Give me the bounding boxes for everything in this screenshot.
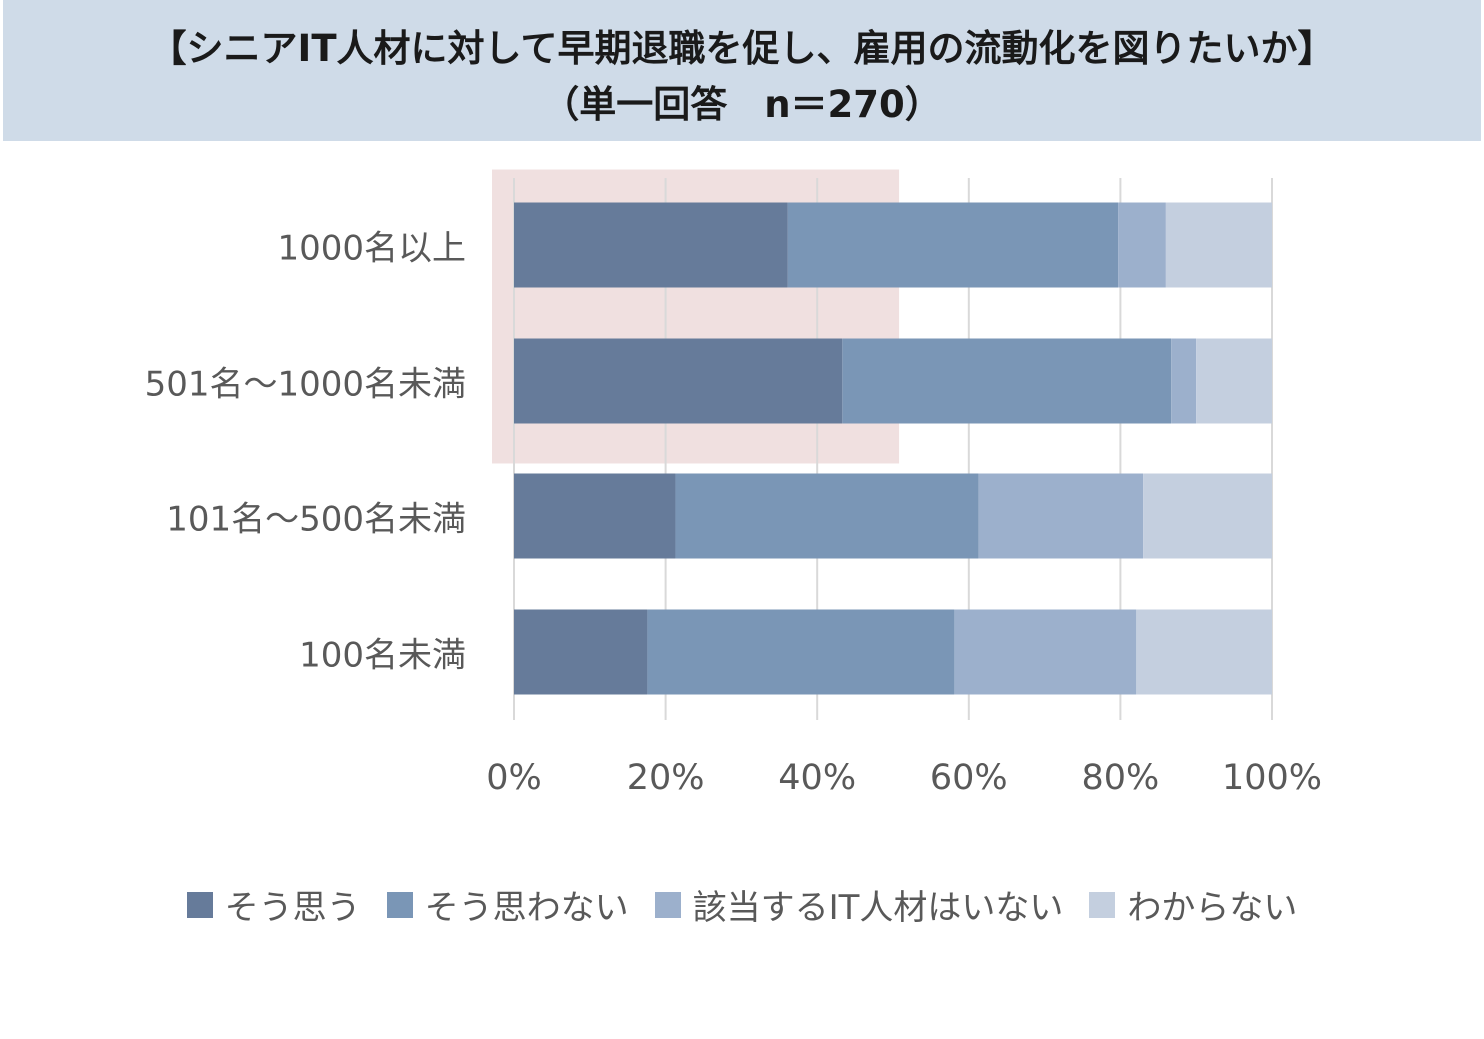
bar-segment bbox=[1143, 473, 1272, 559]
legend-swatch bbox=[386, 891, 413, 918]
x-tick-label: 0% bbox=[486, 758, 542, 798]
category-label: 1000名以上 bbox=[277, 228, 466, 269]
category-label: 501名～1000名未満 bbox=[144, 364, 466, 405]
bar-segment bbox=[978, 473, 1144, 559]
legend: そう思う そう思わない 該当するIT人材はいない わからない bbox=[0, 880, 1484, 929]
x-tick-label: 80% bbox=[1081, 758, 1160, 798]
bar-segment bbox=[514, 473, 676, 559]
legend-item: 該当するIT人材はいない bbox=[654, 880, 1064, 929]
bar-segment bbox=[514, 609, 648, 695]
legend-item: そう思わない bbox=[386, 880, 629, 929]
bar-segment bbox=[1196, 338, 1272, 424]
legend-label: そう思わない bbox=[424, 888, 629, 928]
x-tick-label: 20% bbox=[626, 758, 705, 798]
chart-title-banner: 【シニアIT人材に対して早期退職を促し、雇用の流動化を図りたいか】 （単一回答 … bbox=[3, 0, 1481, 141]
bar-segment bbox=[1171, 338, 1197, 424]
bar-segment bbox=[514, 202, 788, 288]
bar-segment bbox=[647, 609, 955, 695]
bar-segment bbox=[1118, 202, 1166, 288]
bar-segment bbox=[954, 609, 1137, 695]
chart-title-line1: 【シニアIT人材に対して早期退職を促し、雇用の流動化を図りたいか】 bbox=[149, 27, 1335, 70]
bar-segment bbox=[514, 338, 843, 424]
legend-swatch bbox=[1089, 891, 1116, 918]
chart-title-line2: （単一回答 n＝270） bbox=[542, 83, 942, 126]
legend-item: そう思う bbox=[186, 880, 361, 929]
legend-swatch bbox=[654, 891, 681, 918]
bar-segment bbox=[1165, 202, 1272, 288]
legend-item: わからない bbox=[1089, 880, 1297, 929]
x-tick-label: 60% bbox=[929, 758, 1008, 798]
category-label: 101名～500名未満 bbox=[166, 499, 466, 540]
category-label: 100名未満 bbox=[299, 635, 466, 676]
x-tick-label: 100% bbox=[1221, 758, 1323, 798]
legend-label: そう思う bbox=[224, 888, 361, 928]
bar-segment bbox=[1136, 609, 1272, 695]
x-tick-label: 40% bbox=[778, 758, 857, 798]
legend-label: わからない bbox=[1127, 888, 1298, 928]
bar-segment bbox=[842, 338, 1172, 424]
legend-label: 該当するIT人材はいない bbox=[692, 888, 1064, 928]
bar-segment bbox=[787, 202, 1119, 288]
bar-segment bbox=[675, 473, 979, 559]
legend-swatch bbox=[186, 891, 213, 918]
